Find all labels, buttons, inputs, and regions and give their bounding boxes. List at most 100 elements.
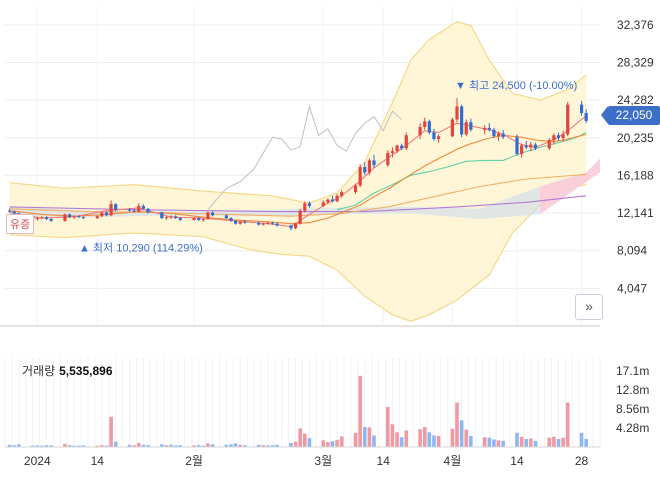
candle-body — [224, 215, 228, 219]
volume-bar — [367, 427, 372, 447]
candle-body — [12, 211, 16, 214]
date-x-axis: 2024 14 2월 3월 14 4월 14 28 — [24, 454, 589, 468]
price-tick-label: 16,188 — [617, 168, 654, 182]
volume-bar — [201, 445, 206, 447]
volume-bar — [565, 402, 570, 447]
volume-bar — [399, 437, 404, 447]
candle-body — [400, 145, 404, 149]
expand-chart-button[interactable]: » — [575, 294, 603, 320]
candle-body — [270, 222, 275, 224]
candle-body — [72, 216, 76, 218]
price-tick-label: 4,047 — [617, 281, 647, 295]
volume-bar — [547, 437, 552, 447]
date-tick-label: 14 — [91, 454, 105, 468]
candle-body — [330, 199, 335, 202]
candle-body — [197, 218, 201, 220]
candle-body — [390, 151, 395, 153]
volume-bar — [49, 445, 53, 447]
volume-bar — [450, 428, 455, 447]
volume-bar — [7, 444, 12, 447]
volume-grid — [4, 358, 601, 447]
candle-body — [386, 152, 390, 166]
candle-body — [40, 217, 44, 219]
volume-bar — [169, 444, 173, 447]
candle-body — [266, 222, 270, 224]
candle-body — [363, 166, 367, 173]
candle-body — [174, 216, 178, 219]
candle-body — [234, 220, 238, 224]
volume-bar — [40, 445, 44, 447]
volume-bar — [469, 435, 473, 447]
candle-body — [418, 126, 422, 136]
volume-bar — [81, 445, 86, 447]
volume-y-axis: 17.1m 12.8m 8.56m 4.28m — [5, 364, 649, 448]
volume-bar — [303, 433, 307, 447]
candle-body — [584, 112, 588, 121]
volume-tick-label: 12.8m — [616, 383, 649, 397]
candle-body — [192, 218, 196, 220]
date-tick-label: 3월 — [314, 454, 332, 468]
volume-bar — [141, 444, 146, 447]
date-tick-label: 14 — [377, 454, 391, 468]
candle-body — [561, 134, 565, 139]
candle-body — [201, 219, 205, 221]
volume-bar — [533, 440, 538, 447]
volume-bar — [298, 428, 302, 447]
volume-bar — [556, 438, 561, 447]
ma5-line — [9, 115, 587, 228]
volume-bar — [164, 445, 169, 447]
candle-body — [160, 212, 164, 219]
bollinger-upper-line — [9, 21, 587, 204]
volume-bar — [132, 445, 136, 447]
candle-body — [289, 225, 293, 229]
volume-bar — [584, 438, 588, 447]
date-tick-label: 2월 — [185, 454, 203, 468]
ichimoku-cloud — [9, 158, 601, 219]
candle-body — [100, 212, 104, 217]
current-price-badge: 22,050 — [601, 106, 660, 125]
candle-body — [109, 204, 113, 216]
candle-body — [547, 139, 551, 149]
volume-bar — [17, 444, 21, 447]
volume-bar — [95, 445, 100, 447]
candle-body — [483, 127, 487, 130]
candle-body — [137, 206, 141, 212]
candle-body — [210, 212, 215, 216]
volume-bar — [192, 445, 196, 447]
candle-body — [556, 135, 561, 139]
volume-bar — [390, 424, 395, 447]
volume-title: 거래량 5,535,896 — [22, 362, 113, 379]
volume-bar — [146, 445, 150, 447]
volume-bar — [353, 432, 358, 447]
candle-body — [178, 218, 182, 220]
high-price-annotation: ▼ 최고 24,500 (-10.00%) — [455, 79, 577, 92]
volume-bar — [63, 443, 67, 447]
volume-bar — [482, 437, 487, 447]
low-price-annotation: ▲ 최저 10,290 (114.29%) — [79, 241, 203, 254]
volume-bar — [362, 426, 367, 447]
candle-body — [77, 216, 81, 218]
rights-issue-tag[interactable]: 유증 — [6, 214, 35, 234]
volume-bar — [238, 444, 243, 447]
candle-body — [579, 104, 584, 113]
price-tick-label: 28,329 — [617, 55, 654, 69]
volume-bar — [113, 441, 118, 447]
price-y-axis: 32,376 28,329 24,282 20,235 16,188 12,141 8,09… — [617, 18, 654, 296]
candle-body — [293, 223, 298, 229]
volume-bar — [529, 438, 533, 447]
volume-tick-label: 8.56m — [616, 402, 649, 416]
price-tick-label: 20,235 — [617, 131, 654, 145]
volume-value: 5,535,896 — [59, 364, 113, 378]
candle-body — [303, 203, 307, 211]
volume-bar — [496, 440, 501, 447]
volume-bar — [160, 444, 164, 447]
candle-body — [146, 208, 150, 213]
volume-bar — [339, 436, 344, 447]
candle-body — [464, 122, 468, 135]
candle-body — [63, 214, 67, 221]
candle-body — [257, 222, 261, 225]
candle-body — [261, 223, 265, 225]
volume-bar — [30, 445, 35, 447]
candle-body — [460, 106, 464, 135]
candle-body — [114, 204, 118, 210]
